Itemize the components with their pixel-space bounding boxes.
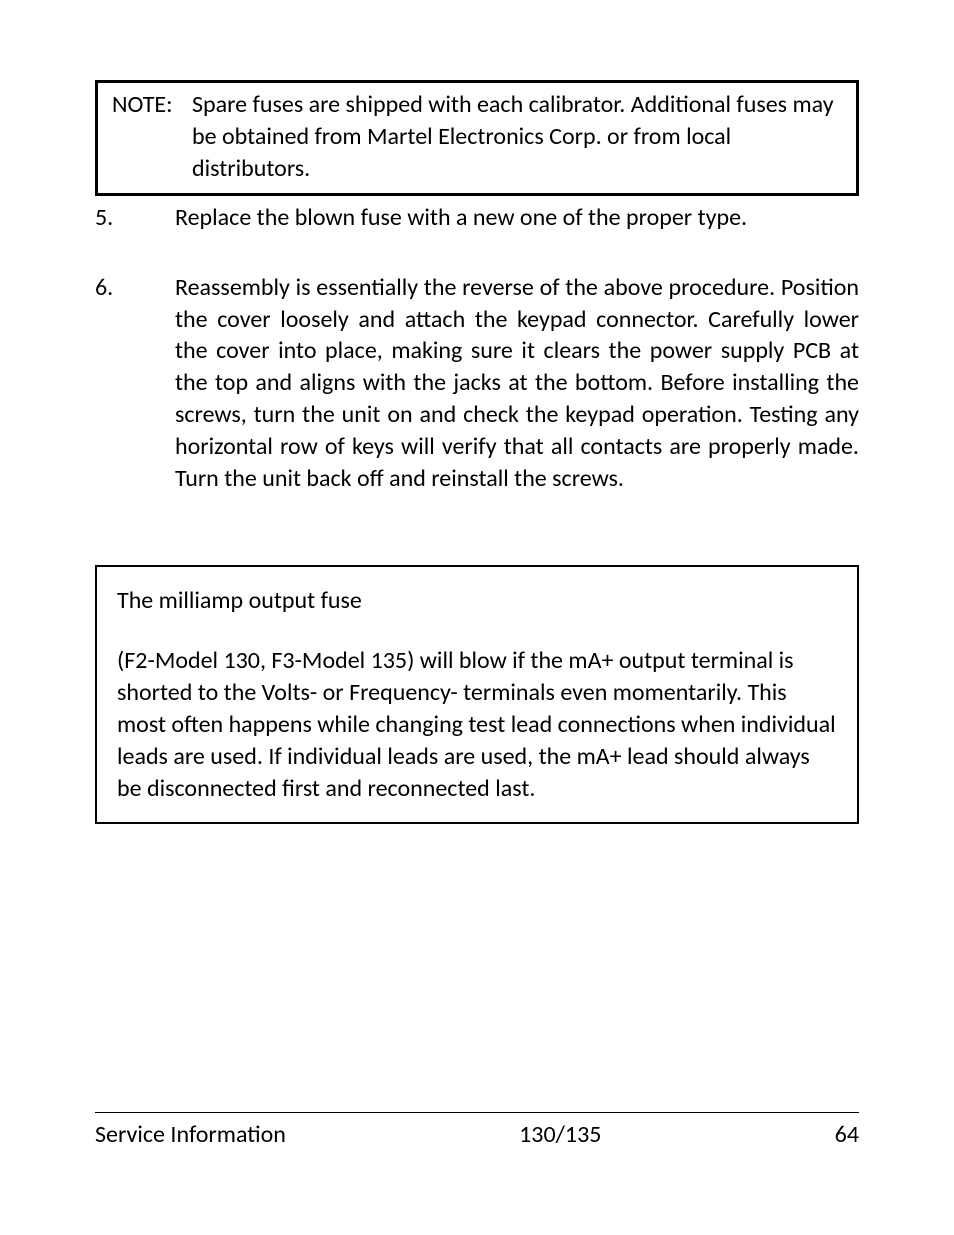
footer-right: 64 <box>835 1119 859 1151</box>
info-box-body: (F2-Model 130, F3-Model 135) will blow i… <box>117 645 837 805</box>
note-box: NOTE: Spare fuses are shipped with each … <box>95 80 859 196</box>
step-5-text: Replace the blown fuse with a new one of… <box>175 202 859 234</box>
step-6: 6. Reassembly is essentially the reverse… <box>95 272 859 495</box>
note-label: NOTE: <box>112 89 192 185</box>
footer-center: 130/135 <box>519 1119 601 1151</box>
footer-left: Service Information <box>95 1119 286 1151</box>
step-6-number: 6. <box>95 272 175 495</box>
info-box: The milliamp output fuse (F2-Model 130, … <box>95 565 859 824</box>
note-body: Spare fuses are shipped with each calibr… <box>192 89 842 185</box>
step-5: 5. Replace the blown fuse with a new one… <box>95 202 859 234</box>
info-box-title: The milliamp output fuse <box>117 585 837 617</box>
page-footer: Service Information 130/135 64 <box>95 1112 859 1151</box>
step-5-number: 5. <box>95 202 175 234</box>
document-page: NOTE: Spare fuses are shipped with each … <box>0 0 954 1235</box>
step-6-text: Reassembly is essentially the reverse of… <box>175 272 859 495</box>
note-row: NOTE: Spare fuses are shipped with each … <box>112 89 842 185</box>
